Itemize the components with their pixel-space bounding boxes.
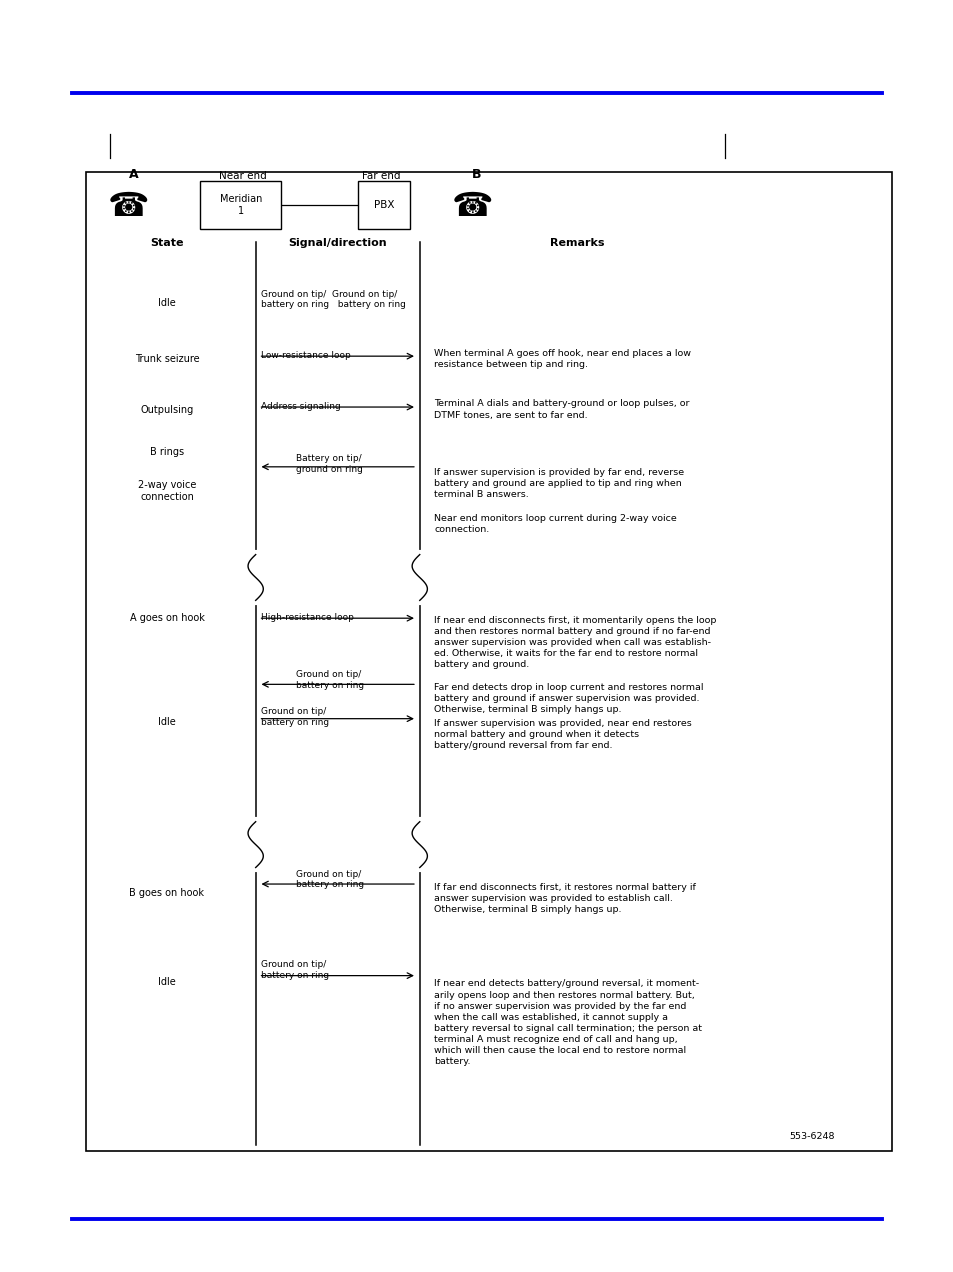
Text: Trunk seizure: Trunk seizure	[134, 354, 199, 364]
Text: When terminal A goes off hook, near end places a low
resistance between tip and : When terminal A goes off hook, near end …	[434, 349, 690, 369]
Text: If near end detects battery/ground reversal, it moment-
arily opens loop and the: If near end detects battery/ground rever…	[434, 979, 701, 1066]
Text: If far end disconnects first, it restores normal battery if
answer supervision w: If far end disconnects first, it restore…	[434, 883, 696, 915]
Bar	[200, 181, 281, 229]
Text: A: A	[129, 168, 138, 181]
Text: 553-6248: 553-6248	[788, 1132, 834, 1141]
Text: B goes on hook: B goes on hook	[130, 888, 204, 898]
Text: Ground on tip/  Ground on tip/
battery on ring   battery on ring: Ground on tip/ Ground on tip/ battery on…	[261, 290, 406, 309]
Text: State: State	[150, 238, 184, 248]
Text: Idle: Idle	[158, 977, 175, 987]
Text: Remarks: Remarks	[549, 238, 604, 248]
Text: If answer supervision was provided, near end restores
normal battery and ground : If answer supervision was provided, near…	[434, 719, 691, 750]
Text: Battery on tip/
ground on ring: Battery on tip/ ground on ring	[295, 454, 362, 473]
Text: Near end monitors loop current during 2-way voice
connection.: Near end monitors loop current during 2-…	[434, 514, 676, 534]
Bar	[357, 181, 410, 229]
Text: 2-way voice
connection: 2-way voice connection	[137, 481, 196, 501]
Text: Low-resistance loop: Low-resistance loop	[261, 351, 351, 360]
Text: Ground on tip/
battery on ring: Ground on tip/ battery on ring	[295, 870, 363, 889]
Text: Far end detects drop in loop current and restores normal
battery and ground if a: Far end detects drop in loop current and…	[434, 683, 702, 715]
Text: Meridian
1: Meridian 1	[219, 195, 262, 215]
Text: ☎: ☎	[108, 190, 150, 223]
Text: Idle: Idle	[158, 298, 175, 308]
Text: Ground on tip/
battery on ring: Ground on tip/ battery on ring	[295, 670, 363, 689]
Text: PBX: PBX	[374, 200, 394, 210]
Text: Terminal A dials and battery-ground or loop pulses, or
DTMF tones, are sent to f: Terminal A dials and battery-ground or l…	[434, 399, 689, 420]
Text: Near end: Near end	[219, 170, 267, 181]
Text: Ground on tip/
battery on ring: Ground on tip/ battery on ring	[261, 707, 329, 726]
Text: ☎: ☎	[451, 190, 493, 223]
Text: Address signaling: Address signaling	[261, 402, 341, 411]
Text: Outpulsing: Outpulsing	[140, 404, 193, 415]
Text: Idle: Idle	[158, 717, 175, 728]
Bar	[86, 172, 891, 1151]
Text: A goes on hook: A goes on hook	[130, 613, 204, 623]
Text: If near end disconnects first, it momentarily opens the loop
and then restores n: If near end disconnects first, it moment…	[434, 616, 716, 669]
Text: Ground on tip/
battery on ring: Ground on tip/ battery on ring	[261, 960, 329, 979]
Text: Far end: Far end	[362, 170, 400, 181]
Text: High-resistance loop: High-resistance loop	[261, 613, 354, 622]
Text: If answer supervision is provided by far end, reverse
battery and ground are app: If answer supervision is provided by far…	[434, 468, 683, 500]
Text: Signal/direction: Signal/direction	[288, 238, 387, 248]
Text: B: B	[472, 168, 481, 181]
Text: B rings: B rings	[150, 446, 184, 457]
